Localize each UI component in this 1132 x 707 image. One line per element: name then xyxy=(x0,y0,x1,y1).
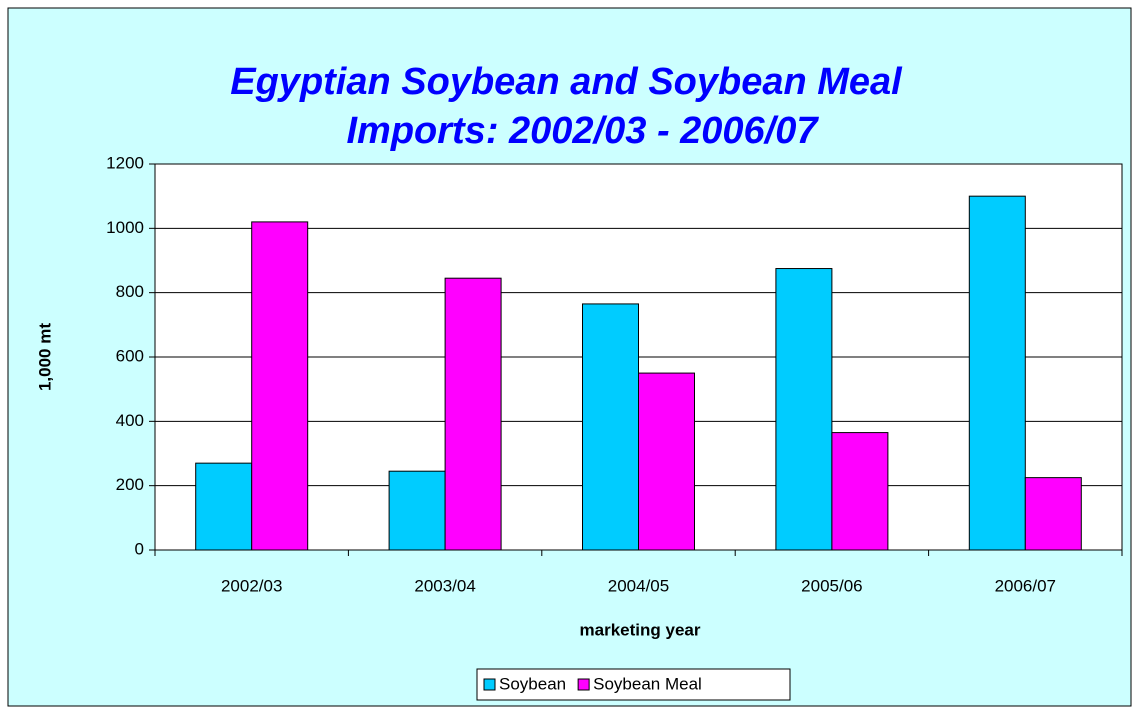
legend-box xyxy=(476,668,791,701)
x-tick-label: 2002/03 xyxy=(221,576,282,595)
x-tick-label: 2003/04 xyxy=(414,576,475,595)
y-tick-label: 400 xyxy=(116,411,144,430)
y-tick-label: 600 xyxy=(116,346,144,365)
bar xyxy=(1024,477,1082,551)
bar xyxy=(582,303,639,551)
y-tick-label: 800 xyxy=(116,282,144,301)
y-tick-label: 1000 xyxy=(106,218,144,237)
legend-label: Soybean xyxy=(499,674,566,693)
bar xyxy=(638,372,695,551)
x-tick-label: 2006/07 xyxy=(995,576,1056,595)
legend-label: Soybean Meal xyxy=(593,674,702,693)
x-tick-label: 2005/06 xyxy=(801,576,862,595)
y-tick-label: 200 xyxy=(116,475,144,494)
bar xyxy=(968,195,1026,551)
x-axis-title: marketing year xyxy=(580,620,701,639)
y-tick-label: 1200 xyxy=(106,153,144,172)
bar xyxy=(195,462,253,551)
legend-swatch xyxy=(577,678,590,691)
chart-title: Imports: 2002/03 - 2006/07 xyxy=(346,110,819,152)
bar xyxy=(251,221,309,551)
chart-title: Egyptian Soybean and Soybean Meal xyxy=(230,61,903,103)
bar xyxy=(444,277,502,551)
legend-swatch xyxy=(483,678,496,691)
y-axis-title: 1,000 mt xyxy=(35,323,54,391)
bar xyxy=(831,432,889,551)
bar xyxy=(775,268,833,551)
y-tick-label: 0 xyxy=(135,539,144,558)
x-tick-label: 2004/05 xyxy=(608,576,669,595)
bar xyxy=(388,470,446,551)
